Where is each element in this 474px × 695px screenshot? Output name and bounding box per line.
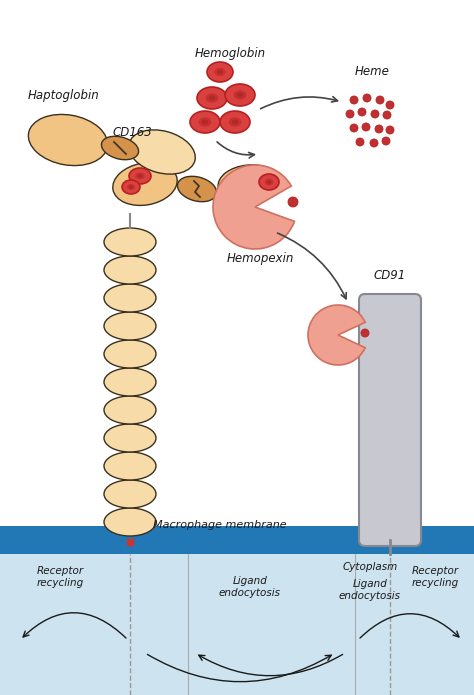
Ellipse shape	[267, 180, 271, 183]
Ellipse shape	[104, 256, 156, 284]
Ellipse shape	[199, 117, 211, 126]
Ellipse shape	[104, 480, 156, 508]
Bar	[0, 526, 474, 554]
Bar	[0, 540, 474, 695]
Ellipse shape	[177, 177, 217, 202]
Ellipse shape	[104, 312, 156, 340]
Ellipse shape	[104, 228, 156, 256]
Ellipse shape	[113, 163, 177, 206]
Text: Ligand
endocytosis: Ligand endocytosis	[219, 576, 281, 598]
Circle shape	[362, 123, 370, 131]
Ellipse shape	[206, 93, 219, 103]
Circle shape	[358, 108, 366, 116]
Ellipse shape	[259, 174, 279, 190]
Text: Receptor
recycling: Receptor recycling	[36, 566, 83, 588]
Text: Hemopexin: Hemopexin	[226, 252, 294, 265]
Text: Heme: Heme	[355, 65, 390, 78]
Circle shape	[363, 94, 371, 102]
Ellipse shape	[214, 67, 226, 76]
Circle shape	[361, 329, 369, 337]
Ellipse shape	[104, 452, 156, 480]
Circle shape	[376, 96, 384, 104]
Ellipse shape	[122, 180, 140, 194]
Ellipse shape	[228, 117, 241, 126]
Circle shape	[383, 111, 391, 119]
Ellipse shape	[237, 92, 243, 97]
Circle shape	[370, 139, 378, 147]
Circle shape	[375, 125, 383, 133]
Ellipse shape	[234, 90, 246, 99]
Ellipse shape	[28, 115, 108, 165]
Text: Hemoglobin: Hemoglobin	[194, 47, 265, 60]
Circle shape	[371, 110, 379, 118]
Ellipse shape	[127, 184, 135, 190]
Ellipse shape	[209, 95, 215, 101]
Ellipse shape	[190, 111, 220, 133]
Circle shape	[386, 101, 394, 109]
Ellipse shape	[135, 172, 145, 179]
Text: CD91: CD91	[374, 269, 406, 282]
Ellipse shape	[217, 70, 223, 74]
Ellipse shape	[129, 130, 195, 174]
Circle shape	[288, 197, 298, 207]
Ellipse shape	[129, 168, 151, 184]
Ellipse shape	[129, 186, 133, 188]
Wedge shape	[308, 305, 365, 365]
Text: Receptor
recycling: Receptor recycling	[411, 566, 459, 588]
Text: Haptoglobin: Haptoglobin	[28, 89, 100, 102]
Circle shape	[356, 138, 364, 146]
Text: CD163: CD163	[112, 126, 152, 139]
Ellipse shape	[101, 136, 138, 160]
Ellipse shape	[225, 84, 255, 106]
Text: Cytoplasm: Cytoplasm	[342, 562, 398, 572]
Ellipse shape	[137, 174, 143, 178]
Circle shape	[350, 96, 358, 104]
Ellipse shape	[201, 120, 209, 124]
FancyBboxPatch shape	[359, 294, 421, 546]
Ellipse shape	[207, 62, 233, 82]
Ellipse shape	[232, 120, 238, 124]
Ellipse shape	[220, 111, 250, 133]
Ellipse shape	[104, 368, 156, 396]
Circle shape	[386, 126, 394, 134]
Wedge shape	[213, 165, 294, 249]
Text: Macrophage membrane: Macrophage membrane	[153, 520, 287, 530]
Circle shape	[346, 110, 354, 118]
Ellipse shape	[104, 284, 156, 312]
Circle shape	[382, 137, 390, 145]
Ellipse shape	[104, 396, 156, 424]
Ellipse shape	[218, 165, 280, 203]
Ellipse shape	[104, 508, 156, 536]
Ellipse shape	[104, 340, 156, 368]
Ellipse shape	[197, 87, 227, 109]
Text: Ligand
endocytosis: Ligand endocytosis	[339, 579, 401, 600]
Ellipse shape	[265, 179, 273, 186]
Ellipse shape	[104, 424, 156, 452]
Circle shape	[350, 124, 358, 132]
